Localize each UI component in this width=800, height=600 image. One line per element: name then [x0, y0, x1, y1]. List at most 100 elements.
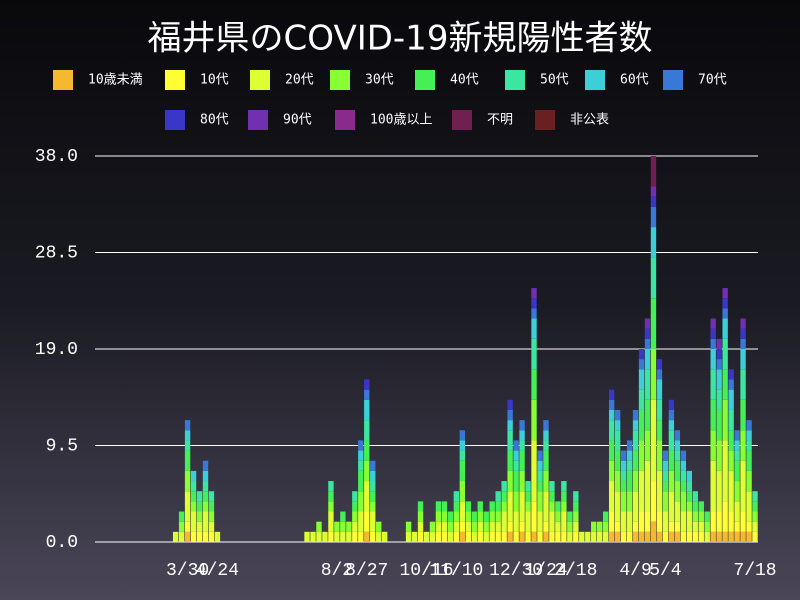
bar-segment [680, 491, 687, 512]
bar-segment [644, 328, 651, 339]
bar-segment [405, 521, 412, 532]
bar-segment [405, 531, 412, 542]
bar-segment [358, 450, 364, 461]
bar-segment [752, 491, 758, 502]
bar-segment [471, 531, 477, 542]
bar-segment [603, 521, 609, 532]
bar-segment [531, 318, 537, 339]
bar-segment [716, 389, 722, 410]
bar-segment [662, 511, 669, 532]
bar-segment [632, 491, 639, 522]
bar-segment [370, 501, 376, 512]
bar-segment [489, 531, 495, 542]
bar-segment [686, 511, 692, 532]
bar-segment [680, 450, 687, 461]
bar-segment [555, 521, 561, 532]
bar-segment [746, 491, 752, 522]
bar-segment [668, 521, 675, 532]
bar-segment [740, 511, 746, 532]
bar-segment [579, 531, 585, 542]
bar-segment [328, 491, 334, 502]
bar-segment [567, 531, 573, 542]
bar-segment [364, 511, 370, 532]
bar-segment [668, 409, 675, 421]
bar-segment [567, 521, 573, 532]
bar-segment [668, 450, 675, 471]
bar-segment [740, 399, 746, 431]
bar-segment [465, 511, 471, 522]
bar-segment [495, 521, 501, 532]
bar-segment [304, 531, 310, 542]
bar-segment [489, 501, 495, 512]
bar-segment [501, 501, 507, 512]
bar-segment [734, 430, 740, 441]
bar-segment [722, 440, 728, 502]
bar-segment [668, 531, 675, 542]
bar-segment [501, 531, 507, 542]
bar-segment [489, 511, 495, 522]
bar-segment [686, 531, 692, 542]
bar-segment [358, 470, 364, 492]
bar-segment [352, 531, 358, 542]
bar-segment [650, 196, 657, 207]
bar-segment [316, 521, 322, 532]
bar-segment [370, 460, 376, 471]
bar-segment [638, 369, 645, 390]
bar-segment [435, 531, 442, 542]
bar-segment [710, 460, 716, 512]
bar-segment [184, 531, 191, 542]
bar-segment [632, 521, 639, 532]
bar-segment [650, 227, 657, 258]
bar-segment [208, 511, 215, 522]
bar-segment [507, 399, 513, 410]
bar-segment [477, 501, 483, 512]
bar-segment [184, 521, 191, 532]
bar-segment [692, 501, 698, 512]
bar-segment [608, 511, 615, 532]
bar-segment [202, 531, 209, 542]
bar-segment [686, 501, 692, 512]
bar-segment [710, 399, 716, 431]
legend-swatch [505, 70, 525, 90]
bar-segment [650, 481, 657, 522]
bar-segment [740, 338, 746, 349]
legend-label: 60代 [620, 73, 649, 88]
bar-segment [184, 430, 191, 441]
bar-segment [340, 531, 346, 542]
bar-segment [650, 399, 657, 482]
bar-segment [710, 369, 716, 400]
bar-segment [489, 521, 495, 532]
bar-segment [674, 440, 681, 451]
bar-segment [728, 511, 734, 532]
bar-segment [573, 511, 579, 522]
bar-segment [358, 440, 364, 451]
bar-segment [513, 470, 519, 492]
bar-segment [722, 369, 728, 400]
bar-segment [358, 491, 364, 512]
bar-segment [537, 491, 543, 512]
bar-segment [507, 430, 513, 451]
bar-segment [620, 460, 627, 471]
bar-segment [728, 409, 734, 431]
bar-segment [537, 450, 543, 461]
legend-swatch [248, 110, 268, 130]
bar-segment [555, 501, 561, 512]
bar-segment [698, 511, 704, 522]
bar-segment [740, 460, 746, 512]
bar-segment [190, 501, 197, 512]
legend-swatch [250, 70, 270, 90]
bar-segment [728, 531, 734, 542]
bar-segment [692, 491, 698, 502]
bar-segment [597, 521, 603, 532]
bar-segment [465, 531, 471, 542]
bar-segment [519, 491, 525, 522]
bar-segment [477, 521, 483, 532]
bar-segment [519, 430, 525, 441]
bar-segment [674, 531, 681, 542]
legend-swatch [330, 70, 350, 90]
bar-segment [513, 440, 519, 451]
bar-segment [435, 511, 442, 522]
bar-segment [698, 501, 704, 512]
bar-segment [364, 379, 370, 390]
bar-segment [322, 531, 328, 542]
